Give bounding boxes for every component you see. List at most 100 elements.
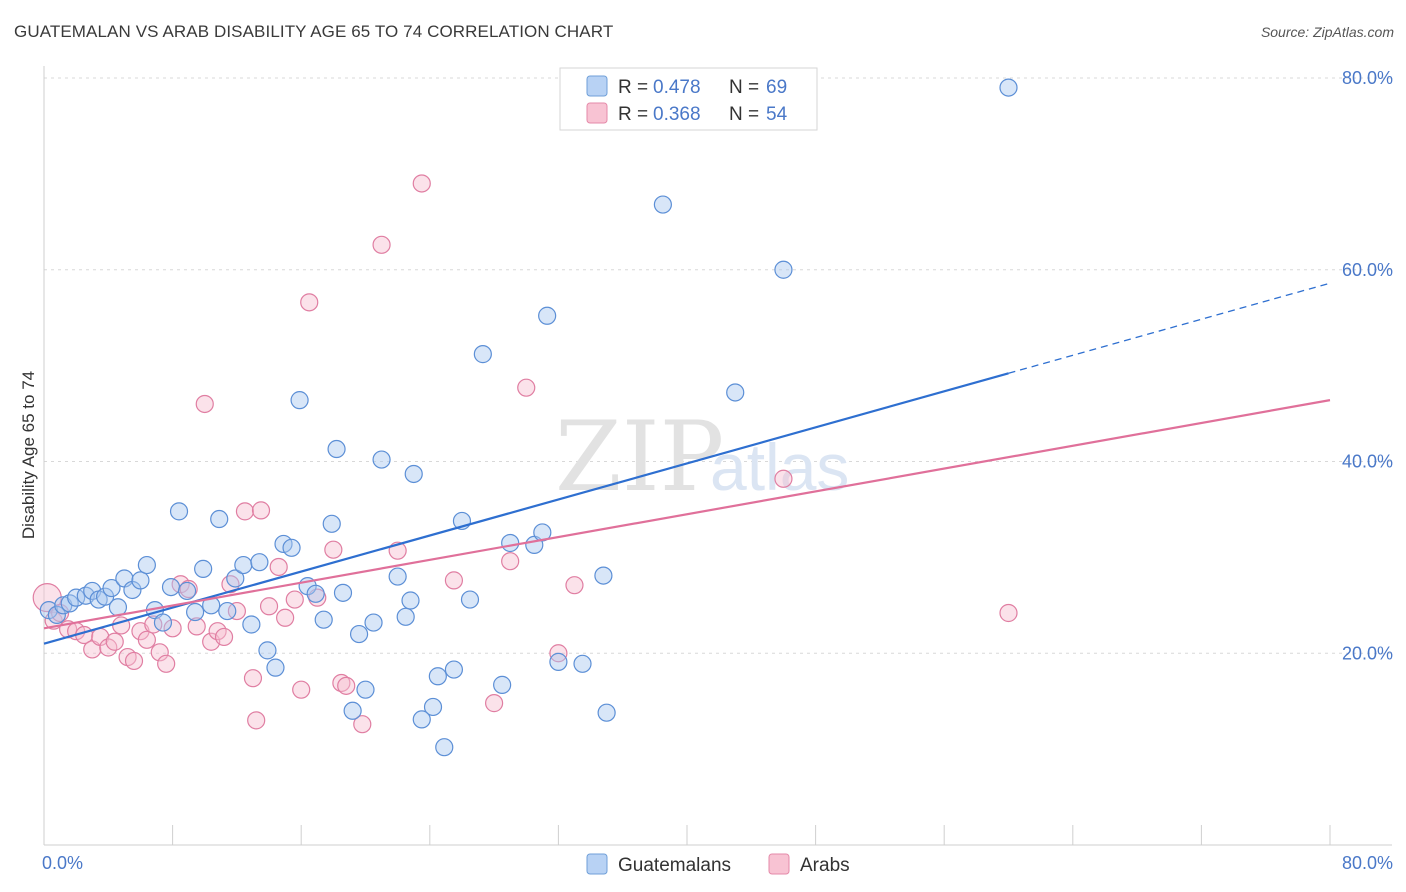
source-credit: Source: ZipAtlas.com xyxy=(1260,24,1394,40)
watermark: ZIP atlas xyxy=(555,401,849,513)
arab-point-25 xyxy=(214,627,234,647)
legend-swatch-guatemalans xyxy=(586,75,608,97)
guatemalan-point-37 xyxy=(322,514,341,533)
guatemalan-point-27 xyxy=(242,615,261,634)
guatemalan-point-55 xyxy=(460,590,480,609)
guatemalan-point-41 xyxy=(349,624,369,644)
guatemalan-point-66 xyxy=(653,195,672,214)
guatemalan-point-62 xyxy=(549,652,568,671)
arab-point-29 xyxy=(243,669,263,688)
guatemalan-point-40 xyxy=(343,701,362,720)
arab-point-42 xyxy=(353,715,372,734)
y-axis-title: Disability Age 65 to 74 xyxy=(19,371,38,539)
guatemalan-trend-line xyxy=(43,372,1009,645)
arab-point-40 xyxy=(332,673,351,693)
arab-point-53 xyxy=(999,603,1018,623)
guatemalan-point-69 xyxy=(999,78,1018,97)
axes xyxy=(43,66,1392,846)
guatemalan-point-45 xyxy=(388,567,407,586)
guatemalan-point-64 xyxy=(594,566,613,585)
arab-point-34 xyxy=(276,608,295,627)
guatemalan-point-16 xyxy=(153,613,173,632)
guatemalan-point-25 xyxy=(226,569,245,588)
guatemalan-point-61 xyxy=(538,306,557,325)
legend-n-value-arabs: 54 xyxy=(766,104,788,125)
arab-point-30 xyxy=(247,711,266,730)
guatemalan-point-53 xyxy=(444,660,464,679)
legend-r-value-guatemalans: 0.478 xyxy=(653,77,701,98)
y-tick-label-3: 80.0% xyxy=(1342,68,1393,88)
guatemalan-point-13 xyxy=(131,571,150,590)
arab-point-27 xyxy=(227,601,246,621)
guatemalan-point-39 xyxy=(333,583,353,602)
legend-n-label: N = xyxy=(729,104,759,125)
arab-point-21 xyxy=(187,617,206,636)
guatemalan-point-49 xyxy=(412,710,431,729)
arab-trend-line xyxy=(43,399,1331,630)
legend-n-value-guatemalans: 69 xyxy=(766,77,787,98)
arab-point-17 xyxy=(157,654,176,673)
guatemalan-point-63 xyxy=(573,654,592,673)
x-tick-label-0: 0.0% xyxy=(42,853,83,873)
series-legend-swatch-arabs xyxy=(768,853,790,875)
legend-r-label: R = xyxy=(618,104,648,125)
arab-point-43 xyxy=(372,235,391,254)
guatemalan-point-38 xyxy=(327,439,346,459)
guatemalan-point-67 xyxy=(726,383,745,402)
y-tick-label-2: 60.0% xyxy=(1342,260,1393,280)
guatemalan-point-21 xyxy=(194,559,213,578)
arab-point-14 xyxy=(137,630,156,649)
guatemalan-point-17 xyxy=(161,577,181,597)
series-legend-label-guatemalans: Guatemalans xyxy=(618,855,731,876)
guatemalan-point-32 xyxy=(282,538,301,557)
arab-point-47 xyxy=(485,694,504,713)
watermark-atlas: atlas xyxy=(710,430,849,504)
legend-swatch-arabs xyxy=(586,102,608,124)
guatemalan-point-30 xyxy=(266,658,285,677)
guatemalan-point-19 xyxy=(177,581,197,601)
x-tick-label-1: 80.0% xyxy=(1342,853,1393,873)
chart-title: GUATEMALAN VS ARAB DISABILITY AGE 65 TO … xyxy=(14,22,614,41)
arab-point-49 xyxy=(517,378,536,397)
arab-point-18 xyxy=(163,619,182,638)
guatemalan-point-58 xyxy=(501,533,520,553)
guatemalan-point-47 xyxy=(401,591,420,610)
guatemalan-point-24 xyxy=(218,601,237,621)
guatemalan-point-29 xyxy=(258,641,277,660)
guatemalan-point-46 xyxy=(396,607,415,626)
guatemalan-point-18 xyxy=(169,502,189,521)
guatemalan-point-23 xyxy=(210,509,229,529)
arab-point-41 xyxy=(337,676,356,695)
legend-r-label: R = xyxy=(618,77,648,98)
guatemalan-point-51 xyxy=(428,667,447,686)
series-legend-swatch-guatemalans xyxy=(586,853,608,875)
guatemalan-point-36 xyxy=(314,610,333,629)
y-tick-label-1: 40.0% xyxy=(1342,452,1393,472)
watermark-zip: ZIP xyxy=(555,401,724,513)
guatemalan-point-65 xyxy=(597,703,616,722)
data-points xyxy=(32,78,1018,757)
arab-point-39 xyxy=(324,540,343,559)
arab-point-26 xyxy=(221,575,240,594)
arab-point-46 xyxy=(444,571,464,590)
legend-n-label: N = xyxy=(729,77,759,98)
arab-point-45 xyxy=(412,174,431,193)
arab-point-33 xyxy=(269,557,288,577)
guatemalan-point-20 xyxy=(186,602,205,622)
guatemalan-point-14 xyxy=(137,555,156,575)
arab-point-31 xyxy=(251,501,271,520)
arab-point-37 xyxy=(300,293,319,312)
arab-point-28 xyxy=(235,502,255,521)
guatemalan-trend-extension xyxy=(1008,282,1331,374)
guatemalan-point-68 xyxy=(774,260,793,279)
trend-lines xyxy=(43,282,1331,645)
guatemalan-point-28 xyxy=(250,553,269,572)
guatemalan-point-50 xyxy=(423,697,443,717)
guatemalan-point-48 xyxy=(404,464,423,484)
arab-point-36 xyxy=(292,680,311,699)
guatemalan-point-44 xyxy=(372,450,391,469)
guatemalan-point-9 xyxy=(102,578,121,598)
guatemalan-point-1 xyxy=(47,605,66,625)
arab-point-32 xyxy=(259,597,279,616)
legend-r-value-arabs: 0.368 xyxy=(653,104,701,125)
